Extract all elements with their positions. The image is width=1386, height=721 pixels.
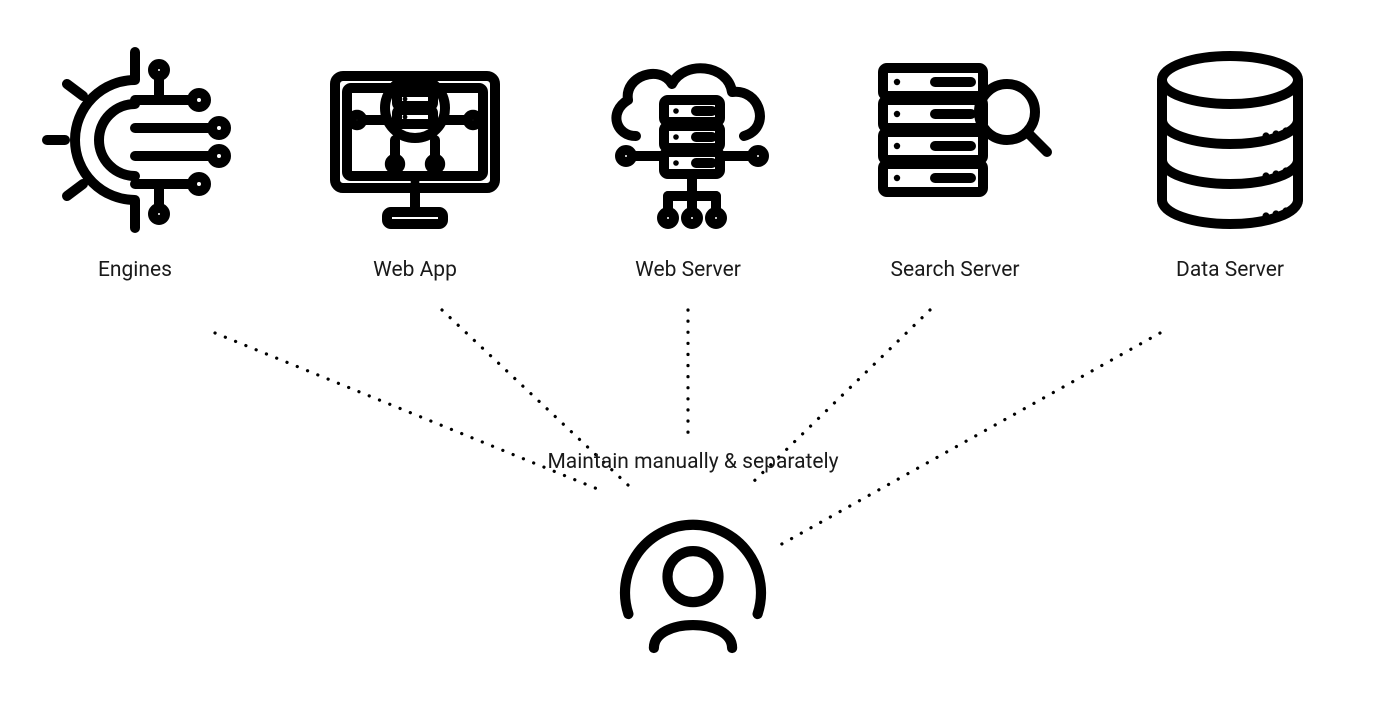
monitor-app-icon bbox=[310, 40, 520, 240]
node-label-engines: Engines bbox=[35, 258, 235, 282]
node-label-webapp: Web App bbox=[310, 258, 520, 282]
center-caption: Maintain manually & separately bbox=[547, 450, 838, 474]
node-label-webserver: Web Server bbox=[588, 258, 788, 282]
search-server-icon bbox=[855, 40, 1055, 240]
database-icon bbox=[1130, 40, 1330, 240]
node-webapp: Web App bbox=[310, 40, 520, 282]
connector-line-4 bbox=[780, 333, 1160, 545]
node-webserver: Web Server bbox=[588, 40, 788, 282]
node-data: Data Server bbox=[1130, 40, 1330, 282]
node-label-search: Search Server bbox=[855, 258, 1055, 282]
node-label-data: Data Server bbox=[1130, 258, 1330, 282]
user-node bbox=[608, 495, 778, 665]
connector-line-0 bbox=[215, 333, 600, 490]
node-search: Search Server bbox=[855, 40, 1055, 282]
cloud-server-icon bbox=[588, 40, 788, 240]
user-icon bbox=[608, 495, 778, 665]
gear-ai-icon bbox=[35, 40, 235, 240]
diagram-canvas: Engines Web App Web Server Search Server Dat… bbox=[0, 0, 1386, 721]
node-engines: Engines bbox=[35, 40, 235, 282]
